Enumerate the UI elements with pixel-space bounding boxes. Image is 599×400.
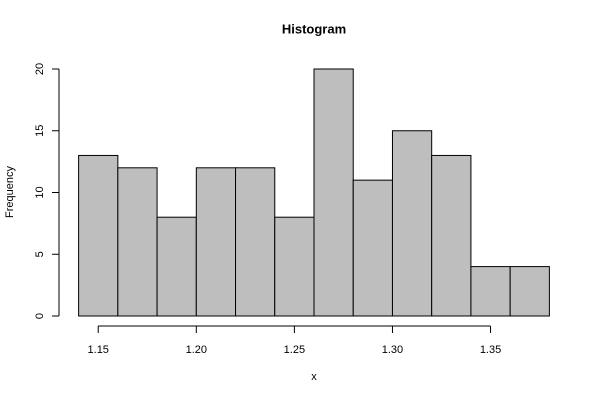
y-tick-label: 10: [34, 186, 46, 198]
bar: [195, 167, 237, 317]
x-tick-label: 1.15: [88, 344, 109, 356]
y-tick-label: 20: [34, 63, 46, 75]
x-tick-label: 1.35: [480, 344, 501, 356]
bar: [470, 266, 511, 317]
chart-title: Histogram: [282, 21, 346, 36]
bar: [274, 216, 315, 317]
y-tick-label: 0: [34, 313, 46, 319]
y-tick-label: 15: [34, 125, 46, 137]
x-tick-label: 1.30: [382, 344, 403, 356]
bar: [313, 68, 354, 317]
x-tick-label: 1.25: [284, 344, 305, 356]
bar: [391, 130, 433, 317]
bar: [431, 154, 472, 317]
y-axis-label: Frequency: [4, 166, 16, 218]
y-tick-label: 5: [34, 251, 46, 257]
bar: [352, 179, 393, 317]
bar: [509, 266, 550, 317]
bar: [156, 216, 197, 317]
x-axis-label: x: [311, 371, 317, 383]
bar: [235, 167, 276, 317]
x-tick-label: 1.20: [186, 344, 207, 356]
bar: [117, 167, 158, 317]
bar: [78, 154, 119, 317]
